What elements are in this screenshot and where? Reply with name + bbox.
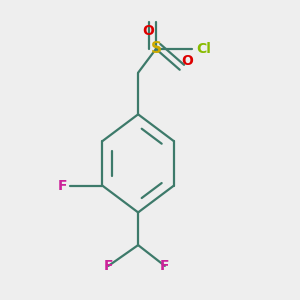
Text: F: F xyxy=(160,259,170,273)
Text: F: F xyxy=(57,179,67,193)
Text: O: O xyxy=(181,54,193,68)
Text: Cl: Cl xyxy=(196,42,211,56)
Text: O: O xyxy=(142,24,154,38)
Text: F: F xyxy=(103,259,113,273)
Text: S: S xyxy=(150,41,161,56)
